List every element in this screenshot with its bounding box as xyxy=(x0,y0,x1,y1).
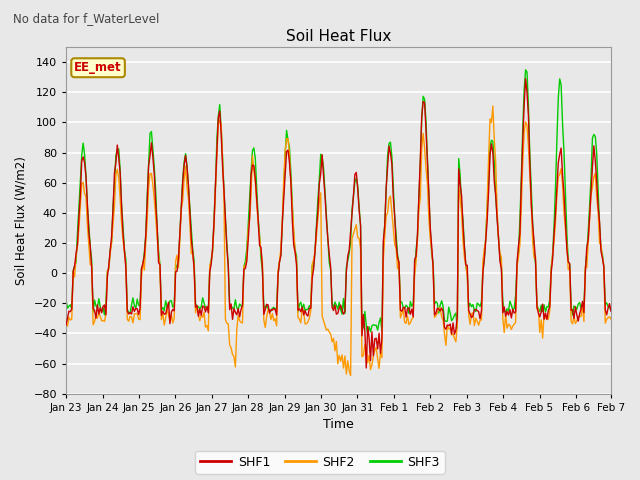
Text: No data for f_WaterLevel: No data for f_WaterLevel xyxy=(13,12,159,25)
Y-axis label: Soil Heat Flux (W/m2): Soil Heat Flux (W/m2) xyxy=(15,156,28,285)
Text: EE_met: EE_met xyxy=(74,61,122,74)
Legend: SHF1, SHF2, SHF3: SHF1, SHF2, SHF3 xyxy=(195,451,445,474)
Title: Soil Heat Flux: Soil Heat Flux xyxy=(286,29,391,44)
X-axis label: Time: Time xyxy=(323,419,354,432)
